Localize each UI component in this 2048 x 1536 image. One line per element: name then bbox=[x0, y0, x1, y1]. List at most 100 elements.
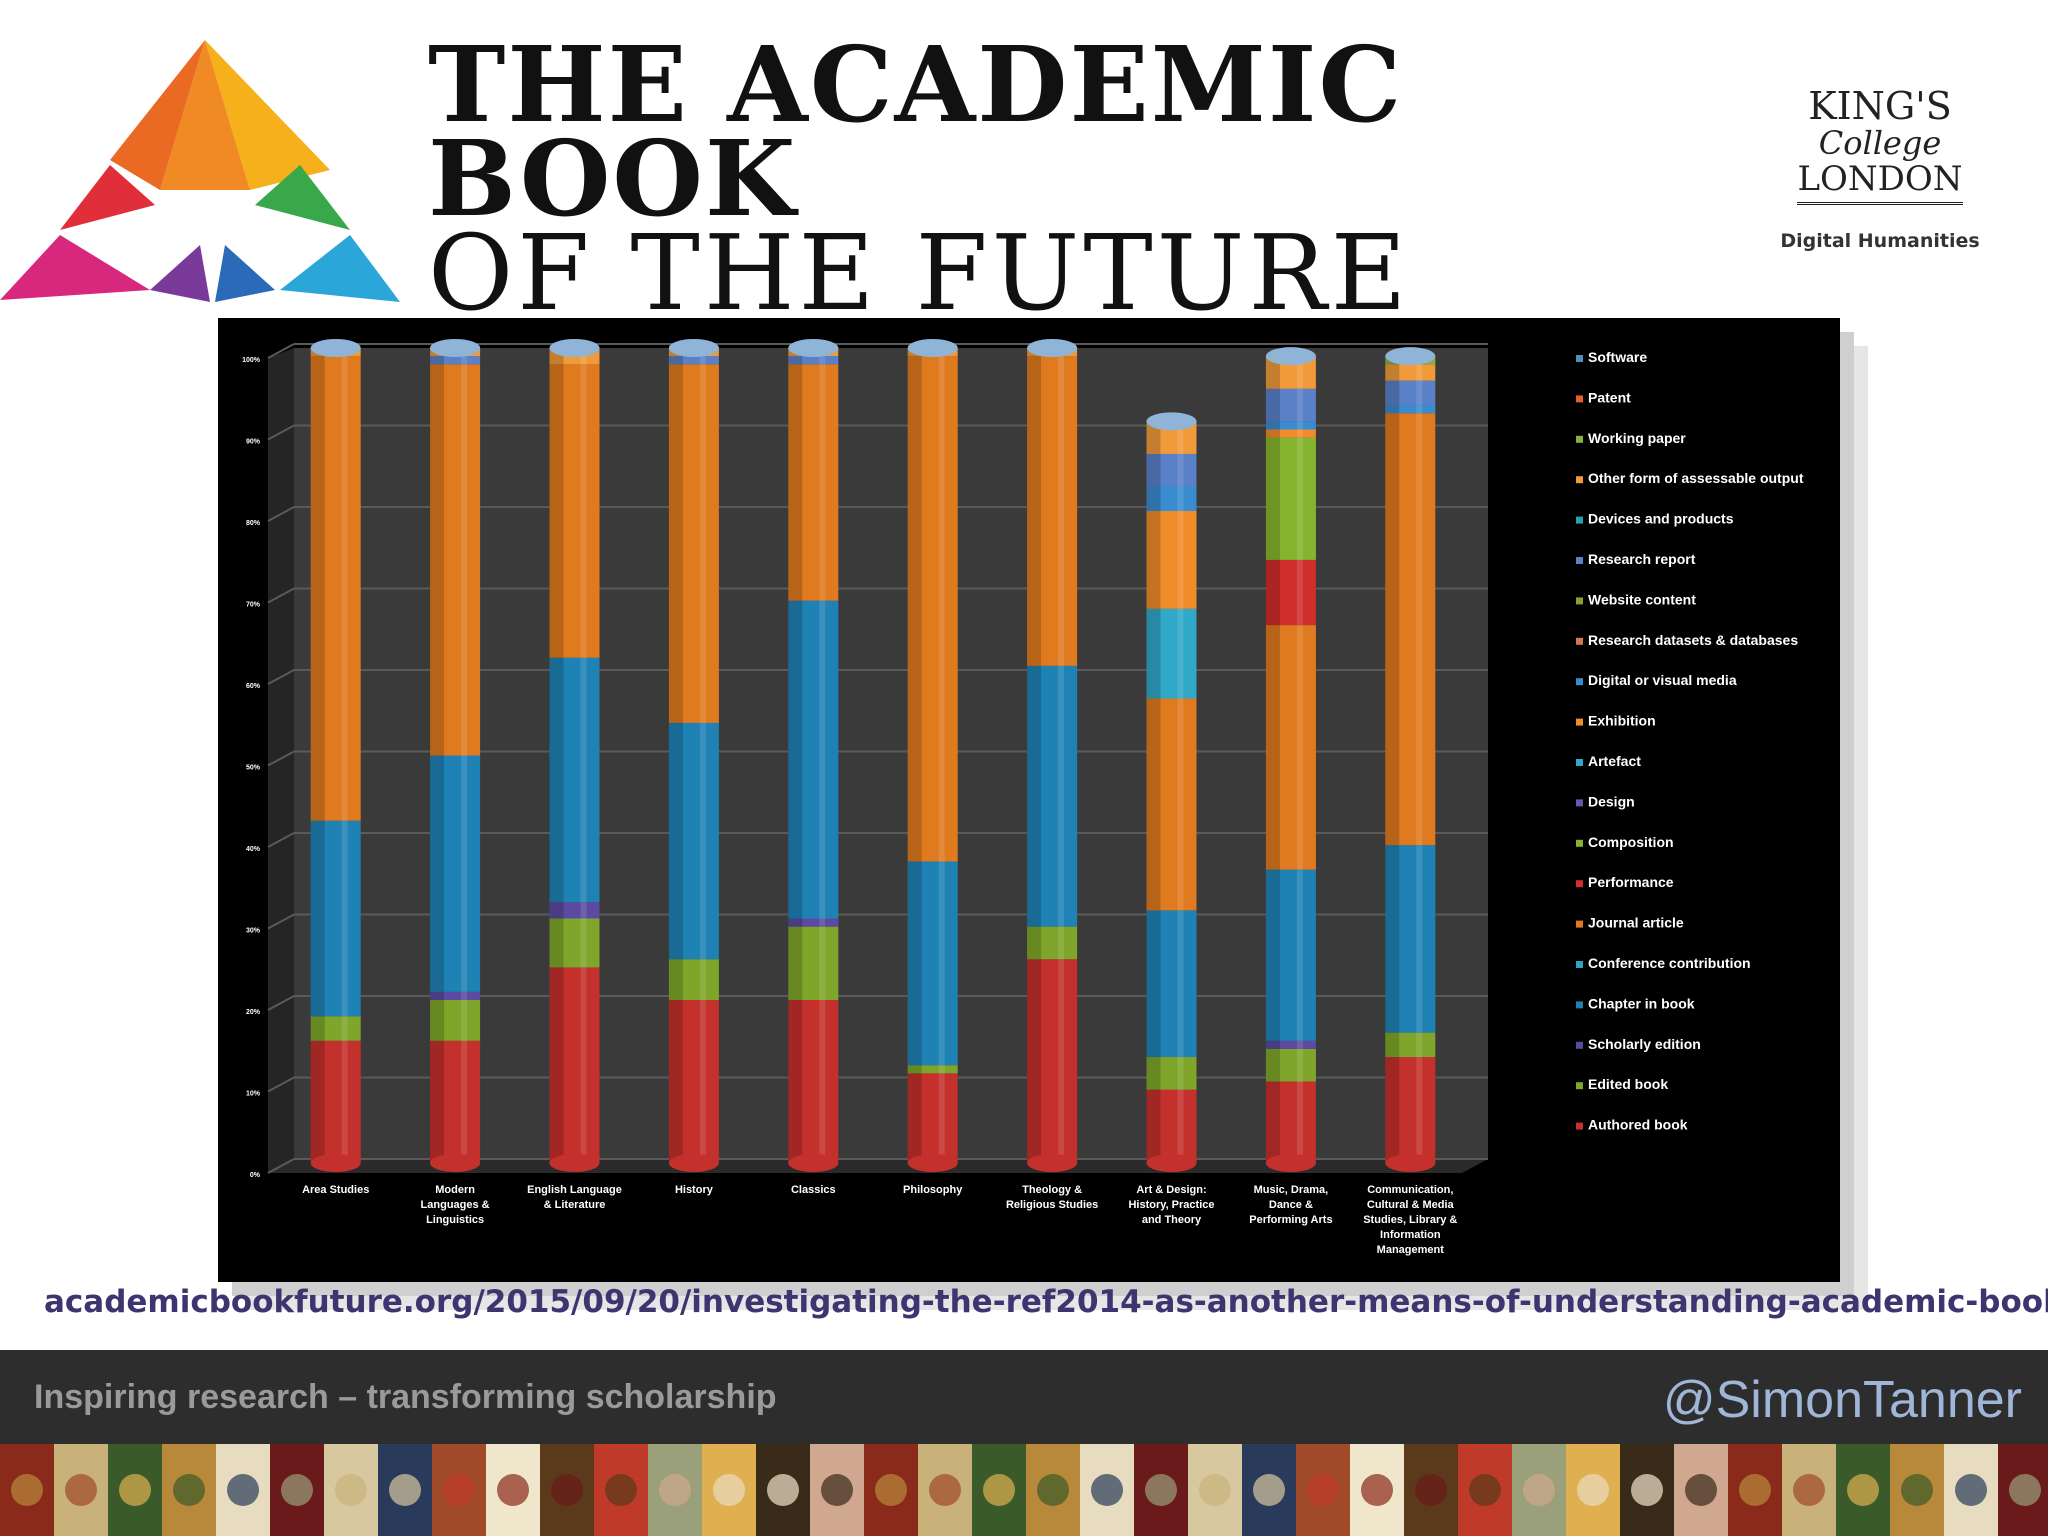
bar-segment-highlight bbox=[341, 1016, 348, 1041]
legend-swatch bbox=[1576, 920, 1583, 928]
category-label: and Theory bbox=[1142, 1214, 1202, 1226]
stacked-bar-chart: 0% 10% 20% 30% 40% 50% 60% 70% 80% 90% 100% Area St… bbox=[242, 339, 1804, 1256]
bar-segment-highlight bbox=[461, 991, 468, 1000]
legend-label: Edited book bbox=[1588, 1076, 1668, 1092]
bar-base bbox=[430, 1154, 481, 1172]
bar-segment-shade bbox=[549, 918, 564, 968]
gridline-side bbox=[267, 1158, 295, 1174]
bar-cap bbox=[430, 339, 481, 357]
bar-segment-shade bbox=[1146, 608, 1161, 699]
chart-side-wall bbox=[268, 348, 294, 1173]
category-label: History, Practice bbox=[1128, 1199, 1214, 1211]
bar-segment-highlight bbox=[699, 1000, 706, 1163]
bar-base bbox=[1146, 1154, 1197, 1172]
bar-segment-shade bbox=[668, 364, 683, 723]
bar-segment bbox=[1265, 437, 1316, 560]
bar-segment-highlight bbox=[461, 356, 468, 365]
bar-segment-shade bbox=[1146, 511, 1161, 609]
bar-segment-shade bbox=[788, 364, 803, 601]
bar-segment-shade bbox=[1385, 364, 1400, 381]
source-link[interactable]: academicbookfuture.org/2015/09/20/invest… bbox=[44, 1284, 2048, 1320]
bar-segment-highlight bbox=[1416, 364, 1423, 381]
strip-ornament bbox=[1901, 1474, 1933, 1506]
bar-segment bbox=[1027, 665, 1078, 927]
bar-segment-shade bbox=[1146, 698, 1161, 911]
bar-segment-shade bbox=[1265, 429, 1280, 438]
strip-ornament bbox=[1793, 1474, 1825, 1506]
bar-segment bbox=[1385, 1057, 1436, 1163]
y-tick-label: 60% bbox=[246, 683, 261, 690]
bar-segment-highlight bbox=[1177, 421, 1184, 454]
bar-segment bbox=[1265, 625, 1316, 870]
bar-segment bbox=[430, 356, 481, 365]
bar-base bbox=[1265, 1154, 1316, 1172]
legend-swatch bbox=[1576, 557, 1583, 564]
twitter-handle[interactable]: @SimonTanner bbox=[1662, 1371, 2022, 1429]
manuscript-image-strip bbox=[0, 1444, 2048, 1536]
bar-segment-highlight bbox=[580, 967, 587, 1163]
bar-segment bbox=[549, 657, 600, 903]
bar-segment-shade bbox=[549, 364, 564, 658]
bar-segment-shade bbox=[907, 1065, 922, 1074]
bar-segment bbox=[310, 1040, 361, 1163]
bar-segment-shade bbox=[788, 926, 803, 1000]
strip-ornament bbox=[1307, 1474, 1339, 1506]
strip-ornament bbox=[1577, 1474, 1609, 1506]
bar-segment-shade bbox=[668, 959, 683, 1000]
legend-swatch bbox=[1576, 839, 1583, 847]
page-title: THE ACADEMIC BOOK OF THE FUTURE bbox=[428, 33, 1628, 326]
bar-segment bbox=[788, 600, 839, 919]
bar-segment-highlight bbox=[1416, 1057, 1423, 1163]
strip-ornament bbox=[767, 1474, 799, 1506]
bar-segment-shade bbox=[430, 755, 445, 992]
strip-ornament bbox=[1685, 1474, 1717, 1506]
bar-segment-highlight bbox=[1058, 926, 1065, 960]
bar-segment-highlight bbox=[1296, 1040, 1303, 1049]
category-label: Theology & bbox=[1022, 1184, 1082, 1196]
bar-segment-shade bbox=[549, 902, 564, 919]
legend-swatch bbox=[1576, 678, 1583, 686]
bar-segment bbox=[668, 364, 719, 723]
category-label: Religious Studies bbox=[1006, 1199, 1098, 1211]
category-label: Modern bbox=[435, 1184, 475, 1196]
bar-segment bbox=[1385, 413, 1436, 846]
bar-segment-shade bbox=[668, 1000, 683, 1163]
y-tick-label: 40% bbox=[246, 846, 261, 853]
bar-segment bbox=[788, 356, 839, 365]
legend-swatch bbox=[1576, 1001, 1583, 1009]
bar-segment-highlight bbox=[341, 1040, 348, 1163]
category-label: English Language bbox=[527, 1184, 622, 1196]
bar-segment-shade bbox=[549, 967, 564, 1163]
bar-segment-highlight bbox=[819, 600, 826, 919]
bar-cap bbox=[1027, 339, 1078, 357]
bar-segment-highlight bbox=[1416, 1032, 1423, 1058]
strip-ornament bbox=[1361, 1474, 1393, 1506]
bar-segment-highlight bbox=[1177, 698, 1184, 911]
bar-segment-shade bbox=[1027, 665, 1042, 927]
bar-segment-shade bbox=[1265, 388, 1280, 422]
bar-segment-highlight bbox=[1296, 1081, 1303, 1163]
bar-segment bbox=[1146, 1089, 1197, 1163]
category-label: Cultural & Media bbox=[1367, 1199, 1455, 1211]
bar-cap bbox=[1385, 347, 1436, 366]
bar-segment-highlight bbox=[1058, 665, 1065, 927]
bar-segment-highlight bbox=[461, 755, 468, 992]
strip-ornament bbox=[605, 1474, 637, 1506]
y-tick-label: 80% bbox=[246, 520, 261, 527]
bar-segment-highlight bbox=[1296, 437, 1303, 560]
bar-segment-shade bbox=[430, 1000, 445, 1041]
bar-cap bbox=[1146, 412, 1197, 431]
legend-swatch bbox=[1576, 395, 1583, 403]
bar-segment bbox=[1027, 356, 1078, 666]
legend-swatch bbox=[1576, 799, 1583, 807]
strip-ornament bbox=[173, 1474, 205, 1506]
bar-segment-shade bbox=[1385, 405, 1400, 414]
bar-segment bbox=[1265, 1040, 1316, 1049]
legend-label: Research report bbox=[1588, 551, 1696, 567]
legend-label: Other form of assessable output bbox=[1588, 470, 1804, 486]
y-tick-label: 90% bbox=[246, 439, 261, 446]
strip-ornament bbox=[1091, 1474, 1123, 1506]
bar-segment-shade bbox=[1027, 356, 1042, 666]
bar-cap bbox=[310, 339, 361, 357]
category-label: Languages & bbox=[421, 1199, 490, 1211]
